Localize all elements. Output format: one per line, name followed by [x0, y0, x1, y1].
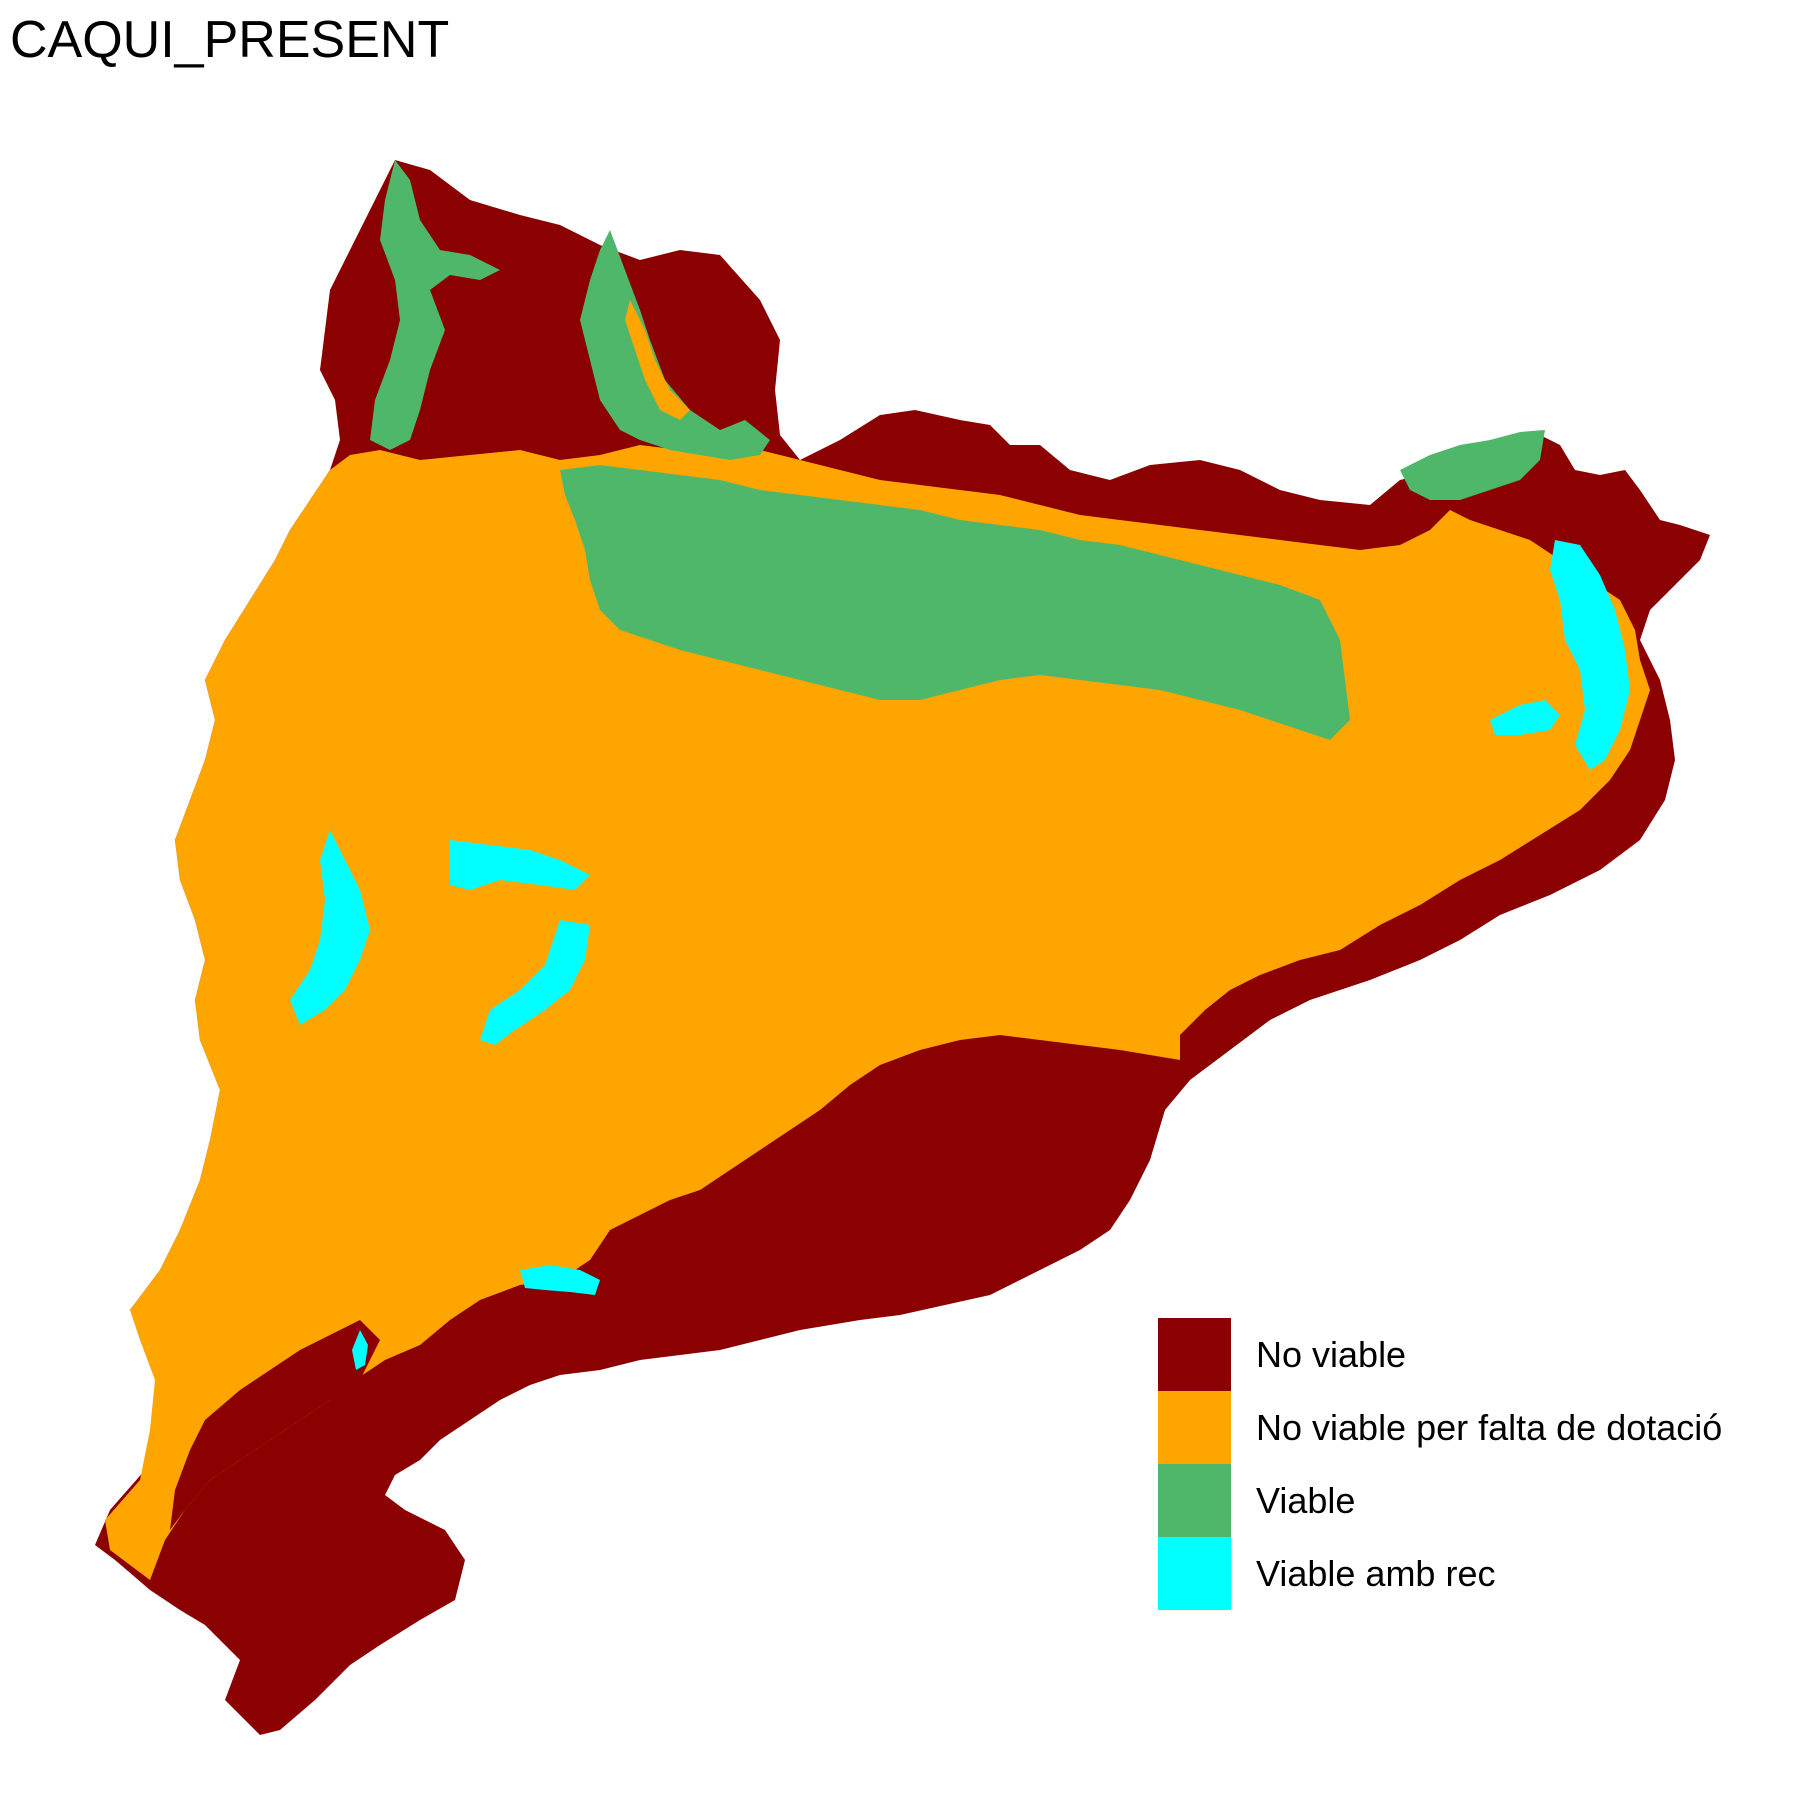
legend-label: No viable: [1256, 1333, 1407, 1375]
region-viable-amb-rec-small: [352, 1330, 368, 1370]
legend-label: Viable: [1256, 1479, 1356, 1521]
region-no-viable-southwest: [170, 1320, 380, 1530]
region-no-viable-falta-dotacio-valley: [625, 300, 690, 420]
region-viable-valley-central: [580, 230, 770, 460]
legend-swatch: [1158, 1318, 1231, 1391]
region-viable-valley-west: [370, 160, 500, 450]
legend-swatch: [1158, 1537, 1231, 1610]
region-viable-amb-rec-emporda: [1550, 540, 1630, 770]
region-viable-amb-rec-ebre: [520, 1265, 600, 1295]
legend-swatch: [1158, 1391, 1231, 1464]
region-viable-amb-rec-urgell: [450, 840, 590, 890]
legend-item-no-viable: No viable: [1158, 1318, 1722, 1391]
legend: No viable No viable per falta de dotació…: [1158, 1318, 1722, 1610]
region-viable-amb-rec-canal: [480, 920, 590, 1045]
region-viable-prepyrenees: [560, 465, 1350, 740]
legend-label: Viable amb rec: [1256, 1552, 1496, 1594]
region-viable-northeast: [1400, 430, 1545, 500]
legend-item-viable: Viable: [1158, 1464, 1722, 1537]
region-viable-amb-rec-lleida: [290, 830, 370, 1025]
legend-item-viable-amb-rec: Viable amb rec: [1158, 1537, 1722, 1610]
region-no-viable-falta-dotacio: [105, 445, 1650, 1580]
legend-label: No viable per falta de dotació: [1256, 1406, 1723, 1448]
region-viable-amb-rec-girona: [1490, 700, 1560, 735]
legend-swatch: [1158, 1464, 1231, 1537]
legend-item-no-viable-falta-dotacio: No viable per falta de dotació: [1158, 1391, 1722, 1464]
map-title: CAQUI_PRESENT: [10, 11, 450, 69]
